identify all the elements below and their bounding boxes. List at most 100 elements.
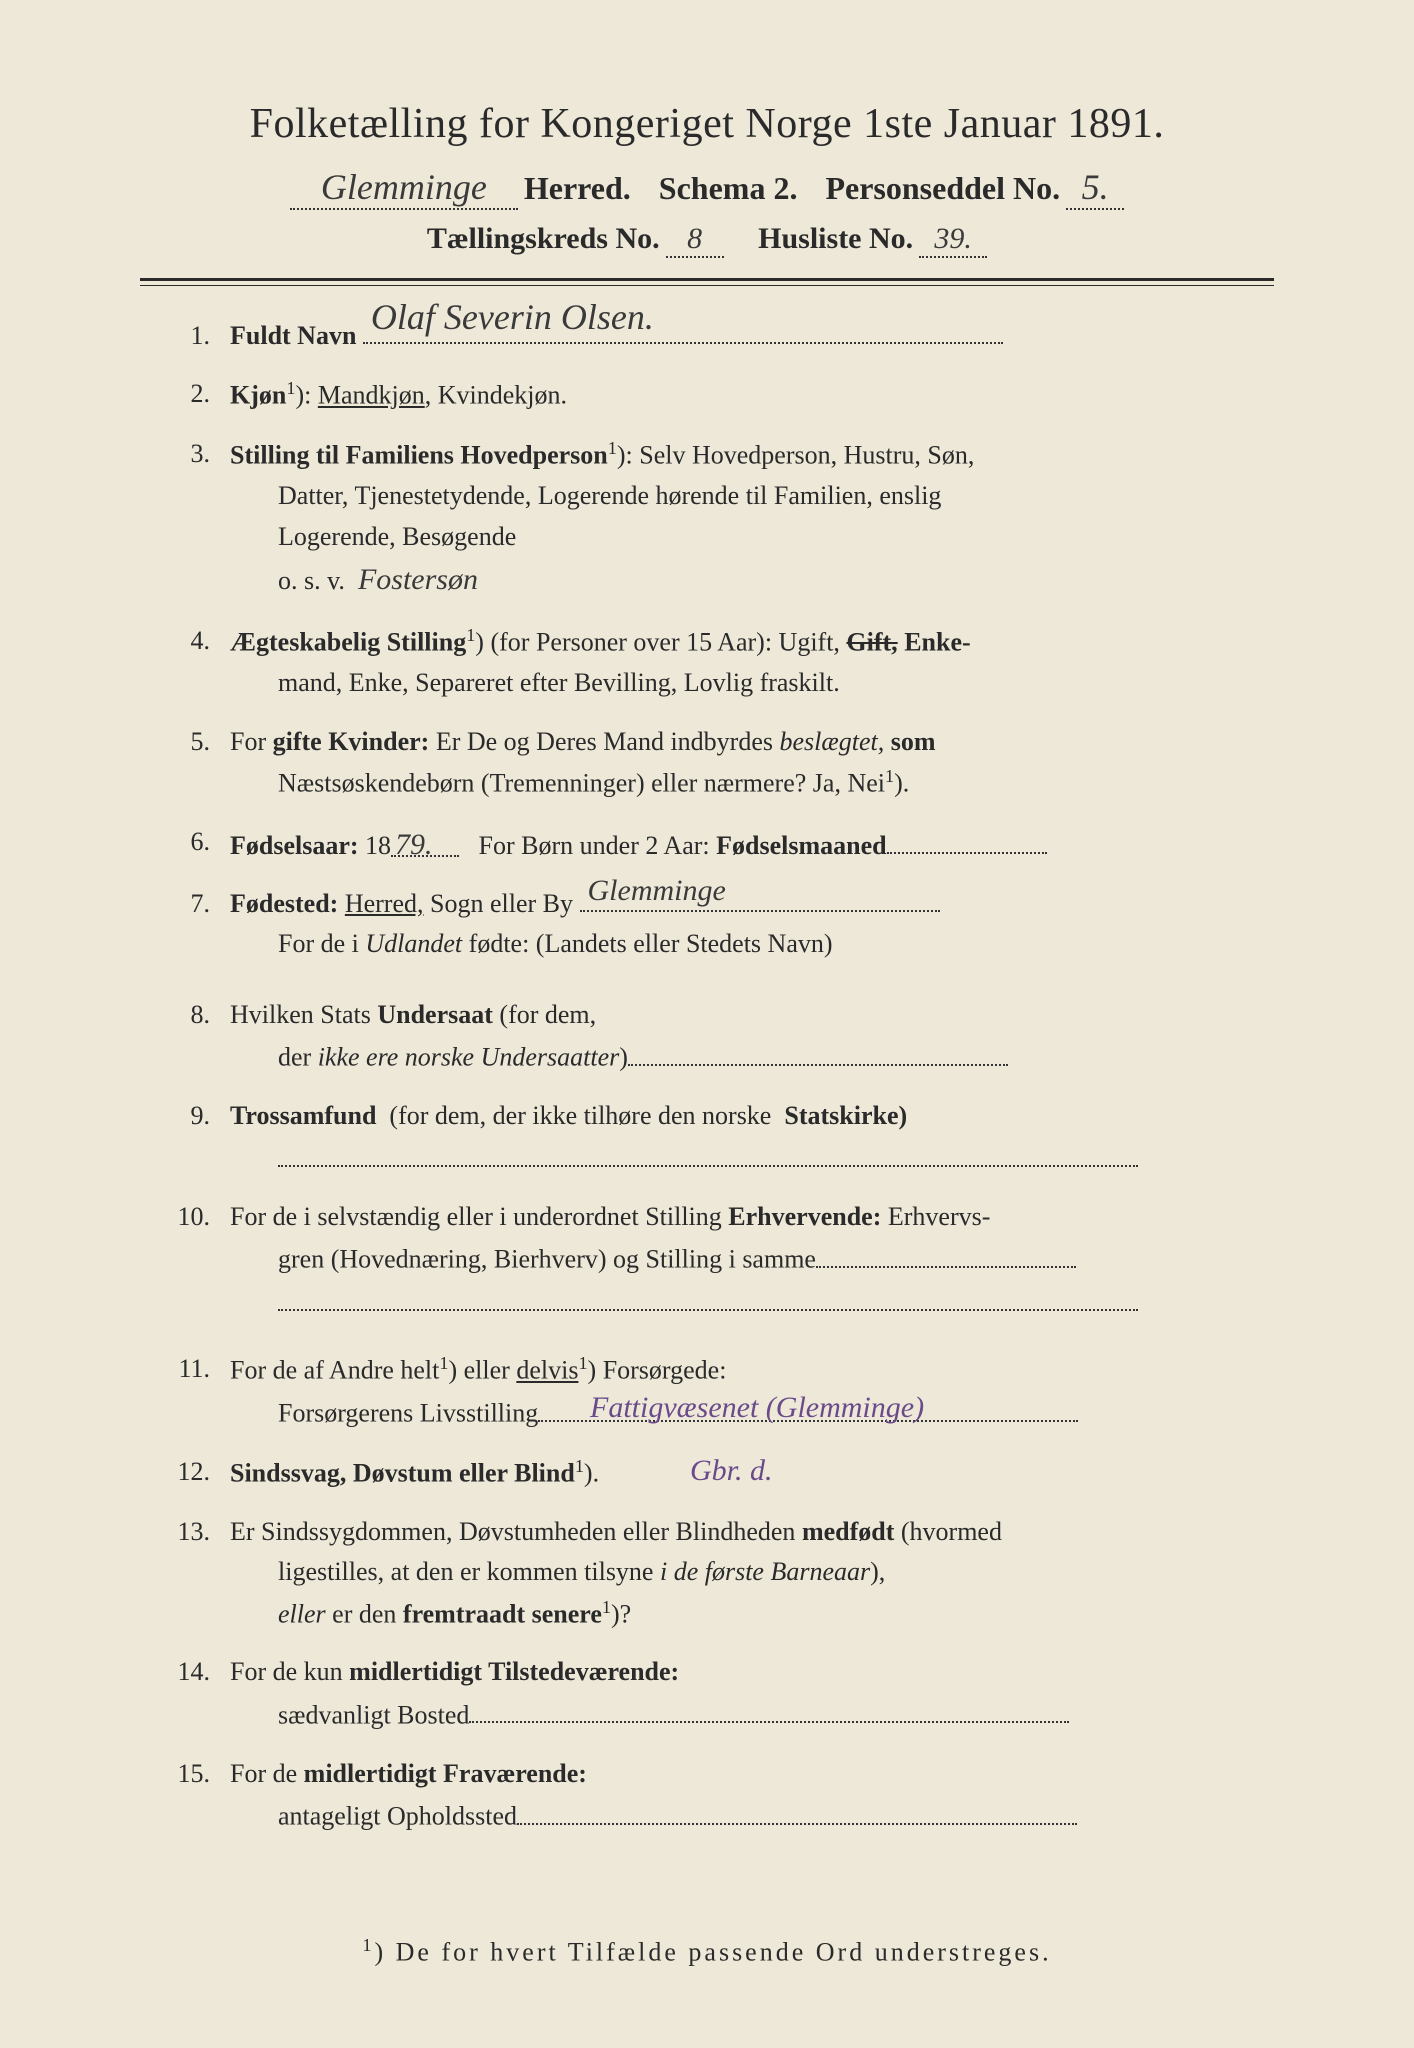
q11: 11. For de af Andre helt1) eller delvis1… xyxy=(150,1349,1274,1434)
q1: 1. Fuldt Navn Olaf Severin Olsen. xyxy=(150,316,1274,356)
q5-som: som xyxy=(891,727,936,756)
q3-rest: Selv Hovedperson, Hustru, Søn, xyxy=(639,441,974,470)
q5-rest: Er De og Deres Mand indbyrdes xyxy=(436,727,773,756)
q3-num: 3. xyxy=(150,434,230,474)
q9-rest: (for dem, der ikke tilhøre den norske xyxy=(389,1101,771,1130)
q11-cont-label: Forsørgerens Livsstilling xyxy=(278,1399,538,1428)
header-line-1: Glemminge Herred. Schema 2. Personseddel… xyxy=(140,166,1274,210)
census-form-page: Folketælling for Kongeriget Norge 1ste J… xyxy=(0,0,1414,2048)
form-header: Folketælling for Kongeriget Norge 1ste J… xyxy=(140,100,1274,286)
q3-label: Stilling til Familiens Hovedperson xyxy=(230,441,608,470)
q13-lead: Er Sindssygdommen, Døvstumheden eller Bl… xyxy=(230,1517,795,1546)
q7-cont2: fødte: (Landets eller Stedets Navn) xyxy=(469,929,833,958)
q3-handwritten: Fostersøn xyxy=(358,563,478,596)
q12: 12. Sindssvag, Døvstum eller Blind1). Gb… xyxy=(150,1452,1274,1494)
q12-num: 12. xyxy=(150,1452,230,1492)
q9: 9. Trossamfund (for dem, der ikke tilhør… xyxy=(150,1096,1274,1179)
q15-field xyxy=(517,1794,1077,1825)
q2-mandkjon: Mandkjøn xyxy=(318,381,425,410)
q1-label: Fuldt Navn xyxy=(230,321,356,350)
taellingskreds-label: Tællingskreds No. xyxy=(427,222,660,256)
q10: 10. For de i selvstændig eller i underor… xyxy=(150,1197,1274,1323)
q8-rest: (for dem, xyxy=(499,1000,596,1029)
q3-cont2: Logerende, Besøgende xyxy=(230,517,1274,557)
q7-cont: For de i xyxy=(278,929,359,958)
q9-bold2: Statskirke) xyxy=(784,1101,907,1130)
q14-bold: midlertidigt Tilstedeværende: xyxy=(349,1657,679,1686)
q6: 6. Fødselsaar: 1879. For Børn under 2 Aa… xyxy=(150,822,1274,866)
footnote: 1) De for hvert Tilfælde passende Ord un… xyxy=(0,1935,1414,1968)
q6-month-label: Fødselsmaaned xyxy=(716,831,886,860)
q6-month-field xyxy=(887,823,1047,854)
taellingskreds-no: 8 xyxy=(666,222,724,258)
personseddel-no: 5. xyxy=(1066,166,1124,210)
q5-lead: For xyxy=(230,727,266,756)
q10-num: 10. xyxy=(150,1197,230,1237)
q10-bold: Erhvervende: xyxy=(728,1202,881,1231)
q12-handwritten: Gbr. d. xyxy=(690,1448,773,1495)
q8-cont: der xyxy=(278,1043,311,1072)
q2-label: Kjøn xyxy=(230,381,286,410)
q8-lead: Hvilken Stats xyxy=(230,1000,371,1029)
q6-label: Fødselsaar: xyxy=(230,831,359,860)
header-divider xyxy=(140,278,1274,286)
q13-rest: (hvormed xyxy=(901,1517,1002,1546)
q14-num: 14. xyxy=(150,1652,230,1692)
q15-num: 15. xyxy=(150,1754,230,1794)
q3: 3. Stilling til Familiens Hovedperson1):… xyxy=(150,434,1274,603)
q14-lead: For de kun xyxy=(230,1657,343,1686)
q15: 15. For de midlertidigt Fraværende: anta… xyxy=(150,1754,1274,1837)
q9-num: 9. xyxy=(150,1096,230,1136)
q5-bold1: gifte Kvinder: xyxy=(273,727,430,756)
q4: 4. Ægteskabelig Stilling1) (for Personer… xyxy=(150,621,1274,703)
q7-handwritten: Glemminge xyxy=(588,868,726,915)
herred-label: Herred. xyxy=(524,170,631,207)
q6-year: 79. xyxy=(391,822,459,857)
q6-prefix: 18 xyxy=(365,831,391,860)
q9-label: Trossamfund xyxy=(230,1101,376,1130)
q8-field xyxy=(628,1035,1008,1066)
q13-cont1: ligestilles, at den er kommen tilsyne xyxy=(278,1557,653,1586)
q2-num: 2. xyxy=(150,374,230,414)
q2-rest: , Kvindekjøn. xyxy=(425,381,567,410)
q11-delvis: delvis xyxy=(516,1356,578,1385)
form-title: Folketælling for Kongeriget Norge 1ste J… xyxy=(140,100,1274,148)
q7-italic: Udlandet xyxy=(365,929,462,958)
q5: 5. For gifte Kvinder: Er De og Deres Man… xyxy=(150,722,1274,804)
q13-bold: medfødt xyxy=(802,1517,894,1546)
q8-num: 8. xyxy=(150,995,230,1035)
q10-cont: gren (Hovednæring, Bierhverv) og Stillin… xyxy=(278,1245,816,1274)
q10-field2 xyxy=(278,1280,1138,1311)
q6-mid: For Børn under 2 Aar: xyxy=(479,831,710,860)
q8-bold: Undersaat xyxy=(377,1000,493,1029)
q7: 7. Fødested: Herred, Sogn eller By Glemm… xyxy=(150,884,1274,965)
q9-field xyxy=(278,1136,1138,1167)
q13-cont2b: er den xyxy=(332,1599,396,1628)
q4-mid: (for Personer over 15 Aar): Ugift, xyxy=(490,628,839,657)
q2: 2. Kjøn1): Mandkjøn, Kvindekjøn. xyxy=(150,374,1274,416)
q14: 14. For de kun midlertidigt Tilstedevære… xyxy=(150,1652,1274,1735)
q4-enke: Enke- xyxy=(904,628,970,657)
q5-cont: Næstsøskendebørn (Tremenninger) eller næ… xyxy=(278,769,885,798)
q7-label: Fødested: xyxy=(230,889,338,918)
q11-handwritten: Fattigvæsenet (Glemminge) xyxy=(590,1385,924,1432)
q10-field1 xyxy=(816,1237,1076,1268)
husliste-label: Husliste No. xyxy=(758,222,913,256)
q7-herred: Herred, xyxy=(345,889,424,918)
personseddel-label: Personseddel No. xyxy=(825,170,1060,207)
q7-num: 7. xyxy=(150,884,230,924)
q15-lead: For de xyxy=(230,1759,297,1788)
husliste-no: 39. xyxy=(919,222,987,258)
schema-label: Schema 2. xyxy=(659,170,798,207)
header-line-2: Tællingskreds No. 8 Husliste No. 39. xyxy=(140,222,1274,258)
q13-num: 13. xyxy=(150,1512,230,1552)
q1-num: 1. xyxy=(150,316,230,356)
q13-cont2a: eller xyxy=(278,1599,326,1628)
q6-num: 6. xyxy=(150,822,230,862)
q5-italic: beslægtet, xyxy=(780,727,885,756)
q7-rest: Sogn eller By xyxy=(430,889,573,918)
q3-cont1: Datter, Tjenestetydende, Logerende høren… xyxy=(230,476,1274,516)
q4-num: 4. xyxy=(150,621,230,661)
q13-bold2: fremtraadt senere xyxy=(403,1599,602,1628)
q15-bold: midlertidigt Fraværende: xyxy=(304,1759,587,1788)
